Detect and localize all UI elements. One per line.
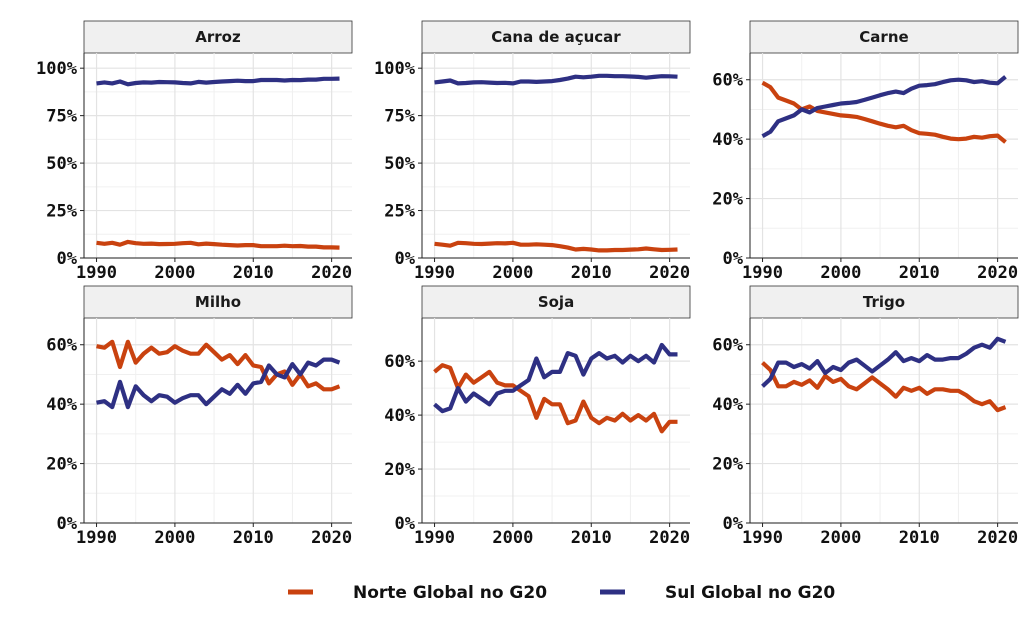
x-tick-label: 2000 xyxy=(154,263,195,283)
series-line-sul xyxy=(761,75,1007,139)
series-line-sul xyxy=(433,342,678,414)
y-tick-label: 60% xyxy=(46,336,77,356)
y-tick-label: 20% xyxy=(712,455,743,475)
y-tick-label: 25% xyxy=(46,202,77,222)
x-tick-label: 2000 xyxy=(492,263,533,283)
grid xyxy=(422,318,690,524)
x-tick-label: 1990 xyxy=(76,528,117,548)
series-line-sul xyxy=(434,73,678,86)
panel-title: Carne xyxy=(859,28,908,46)
panel-title: Cana de açucar xyxy=(491,28,621,46)
x-tick-label: 2000 xyxy=(820,263,861,283)
panel-arroz: Arroz 0% 25% 50% 75% 100% 1990 2000 2010 2020 xyxy=(36,20,353,283)
series-line-sul xyxy=(761,336,1007,388)
series-line-norte xyxy=(433,363,678,434)
series-line-norte xyxy=(96,239,340,250)
y-tick-label: 0% xyxy=(395,514,416,534)
y-tick-label: 0% xyxy=(723,514,744,534)
panel-title: Milho xyxy=(195,293,241,311)
y-tick-label: 50% xyxy=(46,154,77,174)
x-tick-label: 2010 xyxy=(233,263,274,283)
x-tick-label: 2000 xyxy=(820,528,861,548)
x-tick-label: 2020 xyxy=(977,528,1018,548)
y-tick-label: 0% xyxy=(723,249,744,269)
panel-title: Trigo xyxy=(863,293,905,311)
y-tick-label: 25% xyxy=(384,202,415,222)
panel-strip xyxy=(83,285,353,319)
legend-label-norte: Norte Global no G20 xyxy=(353,583,547,603)
x-tick-label: 2010 xyxy=(571,263,612,283)
series-line-norte xyxy=(761,361,1007,413)
series-line-sul xyxy=(96,76,340,87)
panel-strip xyxy=(83,20,353,54)
x-tick-label: 2020 xyxy=(311,528,352,548)
y-tick-label: 60% xyxy=(384,352,415,372)
y-tick-label: 40% xyxy=(384,406,415,426)
y-tick-label: 100% xyxy=(36,59,78,79)
y-tick-label: 20% xyxy=(46,455,77,475)
y-tick-label: 20% xyxy=(384,460,415,480)
panel-milho: Milho 0% 20% 40% 60% 1990 2000 2010 2020 xyxy=(46,285,353,548)
grid xyxy=(750,318,1018,524)
panel-strip xyxy=(421,20,691,54)
x-tick-label: 2000 xyxy=(492,528,533,548)
x-tick-label: 1990 xyxy=(742,263,783,283)
y-tick-label: 100% xyxy=(374,59,416,79)
panel-strip xyxy=(749,285,1019,319)
panel-cana-de-a-ucar: Cana de açucar 0% 25% 50% 75% 100% 1990 2000 201… xyxy=(374,20,691,283)
y-tick-label: 20% xyxy=(712,190,743,210)
x-tick-label: 1990 xyxy=(414,263,455,283)
y-tick-label: 0% xyxy=(395,249,416,269)
y-tick-label: 0% xyxy=(57,514,78,534)
x-tick-label: 1990 xyxy=(76,263,117,283)
y-tick-label: 75% xyxy=(46,107,77,127)
panel-trigo: Trigo 0% 20% 40% 60% 1990 2000 2010 2020 xyxy=(712,285,1019,548)
series-line-norte xyxy=(96,339,341,392)
panel-title: Arroz xyxy=(195,28,241,46)
x-tick-label: 2010 xyxy=(571,528,612,548)
panel-title: Soja xyxy=(538,293,574,311)
series-line-sul xyxy=(96,357,341,410)
x-tick-label: 2010 xyxy=(899,528,940,548)
legend: Norte Global no G20 Sul Global no G20 xyxy=(288,583,835,603)
y-tick-label: 60% xyxy=(712,336,743,356)
x-tick-label: 2020 xyxy=(649,263,690,283)
grid xyxy=(84,53,352,259)
y-tick-label: 40% xyxy=(46,395,77,415)
x-tick-label: 2000 xyxy=(154,528,195,548)
x-tick-label: 1990 xyxy=(742,528,783,548)
y-tick-label: 40% xyxy=(712,395,743,415)
y-tick-label: 0% xyxy=(57,249,78,269)
panel-soja: Soja 0% 20% 40% 60% 1990 2000 2010 2020 xyxy=(384,285,691,548)
x-tick-label: 2020 xyxy=(977,263,1018,283)
x-tick-label: 2010 xyxy=(899,263,940,283)
y-tick-label: 60% xyxy=(712,71,743,91)
y-tick-label: 40% xyxy=(712,130,743,150)
series-line-norte xyxy=(434,240,678,253)
x-tick-label: 1990 xyxy=(414,528,455,548)
legend-label-sul: Sul Global no G20 xyxy=(665,583,835,603)
x-tick-label: 2010 xyxy=(233,528,274,548)
y-tick-label: 75% xyxy=(384,107,415,127)
y-tick-label: 50% xyxy=(384,154,415,174)
panel-carne: Carne 0% 20% 40% 60% 1990 2000 2010 2020 xyxy=(712,20,1019,283)
x-tick-label: 2020 xyxy=(649,528,690,548)
panel-strip xyxy=(421,285,691,319)
panel-strip xyxy=(749,20,1019,54)
x-tick-label: 2020 xyxy=(311,263,352,283)
